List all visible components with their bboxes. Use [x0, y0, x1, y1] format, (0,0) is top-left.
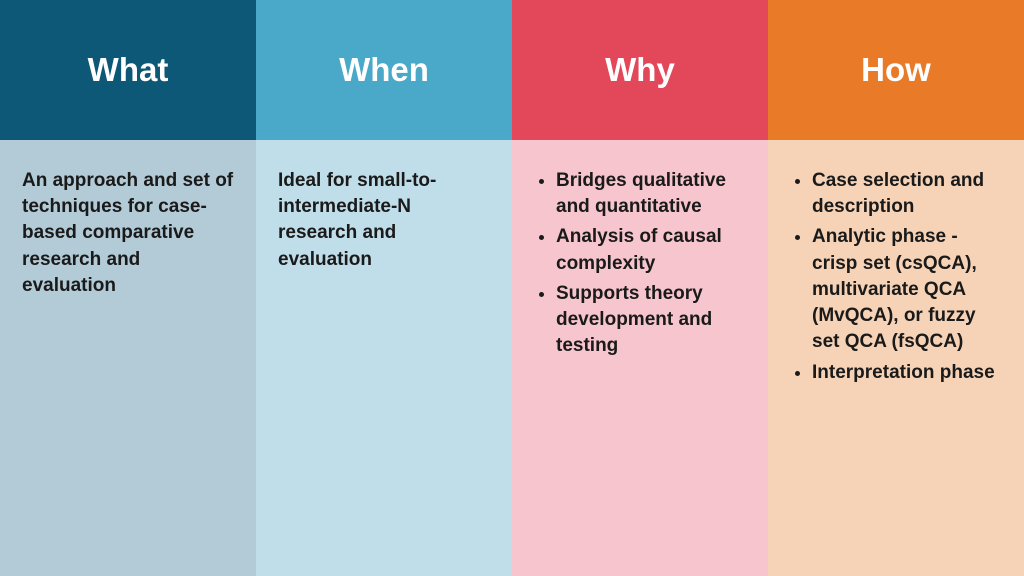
list-item: Case selection and description — [812, 168, 1002, 220]
header-label: How — [861, 51, 931, 89]
list-item: Analysis of causal complexity — [556, 224, 746, 276]
body-list: Bridges qualitative and quantitative Ana… — [534, 168, 746, 360]
header-what: What — [0, 0, 256, 140]
body-text: Ideal for small-to-intermediate-N resear… — [278, 168, 490, 273]
header-when: When — [256, 0, 512, 140]
body-what: An approach and set of techniques for ca… — [0, 140, 256, 576]
column-why: Why Bridges qualitative and quantitative… — [512, 0, 768, 576]
infographic-container: What An approach and set of techniques f… — [0, 0, 1024, 576]
header-label: When — [339, 51, 429, 89]
list-item: Bridges qualitative and quantitative — [556, 168, 746, 220]
body-when: Ideal for small-to-intermediate-N resear… — [256, 140, 512, 576]
body-why: Bridges qualitative and quantitative Ana… — [512, 140, 768, 576]
header-label: What — [88, 51, 169, 89]
header-label: Why — [605, 51, 675, 89]
column-how: How Case selection and description Analy… — [768, 0, 1024, 576]
list-item: Supports theory development and testing — [556, 281, 746, 360]
body-how: Case selection and description Analytic … — [768, 140, 1024, 576]
list-item: Analytic phase - crisp set (csQCA), mult… — [812, 224, 1002, 355]
body-text: An approach and set of techniques for ca… — [22, 168, 234, 299]
header-how: How — [768, 0, 1024, 140]
list-item: Interpretation phase — [812, 360, 1002, 386]
header-why: Why — [512, 0, 768, 140]
body-list: Case selection and description Analytic … — [790, 168, 1002, 386]
column-when: When Ideal for small-to-intermediate-N r… — [256, 0, 512, 576]
column-what: What An approach and set of techniques f… — [0, 0, 256, 576]
